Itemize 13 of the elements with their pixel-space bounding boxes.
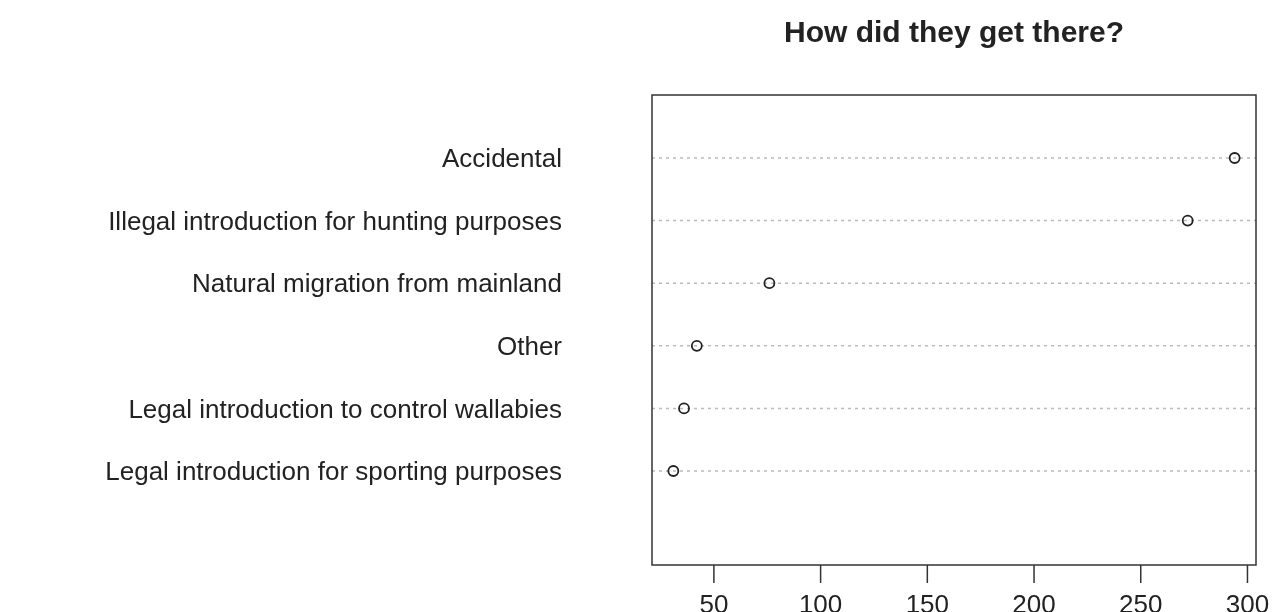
y-tick-label: Accidental <box>442 143 562 174</box>
point <box>763 277 776 290</box>
point <box>690 339 703 352</box>
point <box>1181 214 1194 227</box>
chart-title: How did they get there? <box>783 15 1125 48</box>
y-tick-label: Other <box>496 330 563 361</box>
y-tick-label: Natural migration from mainland <box>192 268 562 299</box>
y-tick-label: Legal introduction for sporting purposes <box>105 456 562 487</box>
point <box>678 402 690 415</box>
y-tick-label: Legal introduction to control wallabies <box>128 393 562 424</box>
point <box>667 465 680 477</box>
y-tick-label: Illegal introduction for hunting purposes <box>108 205 562 236</box>
point <box>1228 152 1241 164</box>
